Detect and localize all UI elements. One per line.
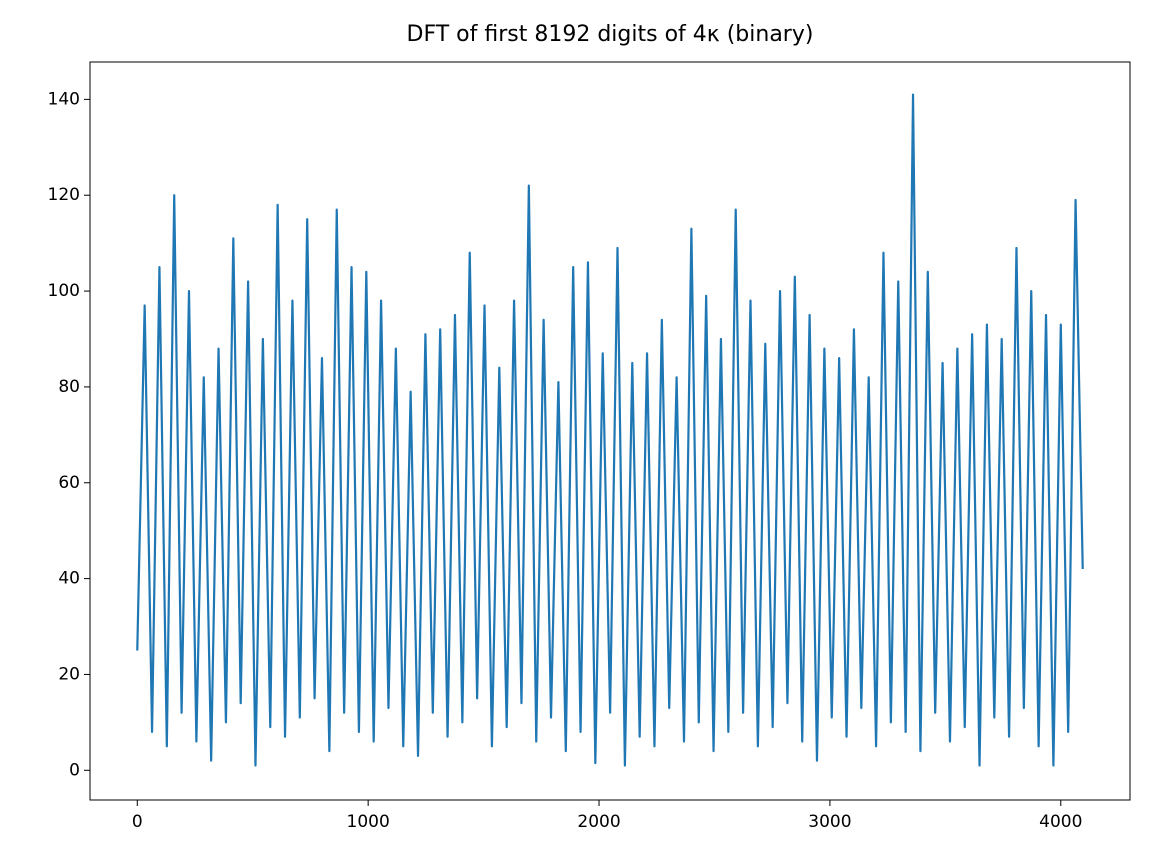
y-tick-label: 20: [58, 664, 80, 684]
y-tick-label: 60: [58, 473, 80, 493]
chart-title: DFT of first 8192 digits of 4κ (binary): [407, 22, 814, 47]
x-tick-label: 2000: [577, 812, 620, 832]
y-tick-label: 100: [48, 281, 80, 301]
x-tick-label: 0: [132, 812, 143, 832]
y-tick-label: 0: [69, 760, 80, 780]
y-tick-label: 80: [58, 377, 80, 397]
x-tick-label: 1000: [347, 812, 390, 832]
data-line: [136, 93, 1084, 767]
plot-frame: [89, 61, 1131, 801]
y-tick-label: 140: [48, 89, 80, 109]
y-tick-label: 40: [58, 569, 80, 589]
x-tick-label: 4000: [1039, 812, 1082, 832]
x-tick-label: 3000: [808, 812, 851, 832]
y-tick-label: 120: [48, 185, 80, 205]
